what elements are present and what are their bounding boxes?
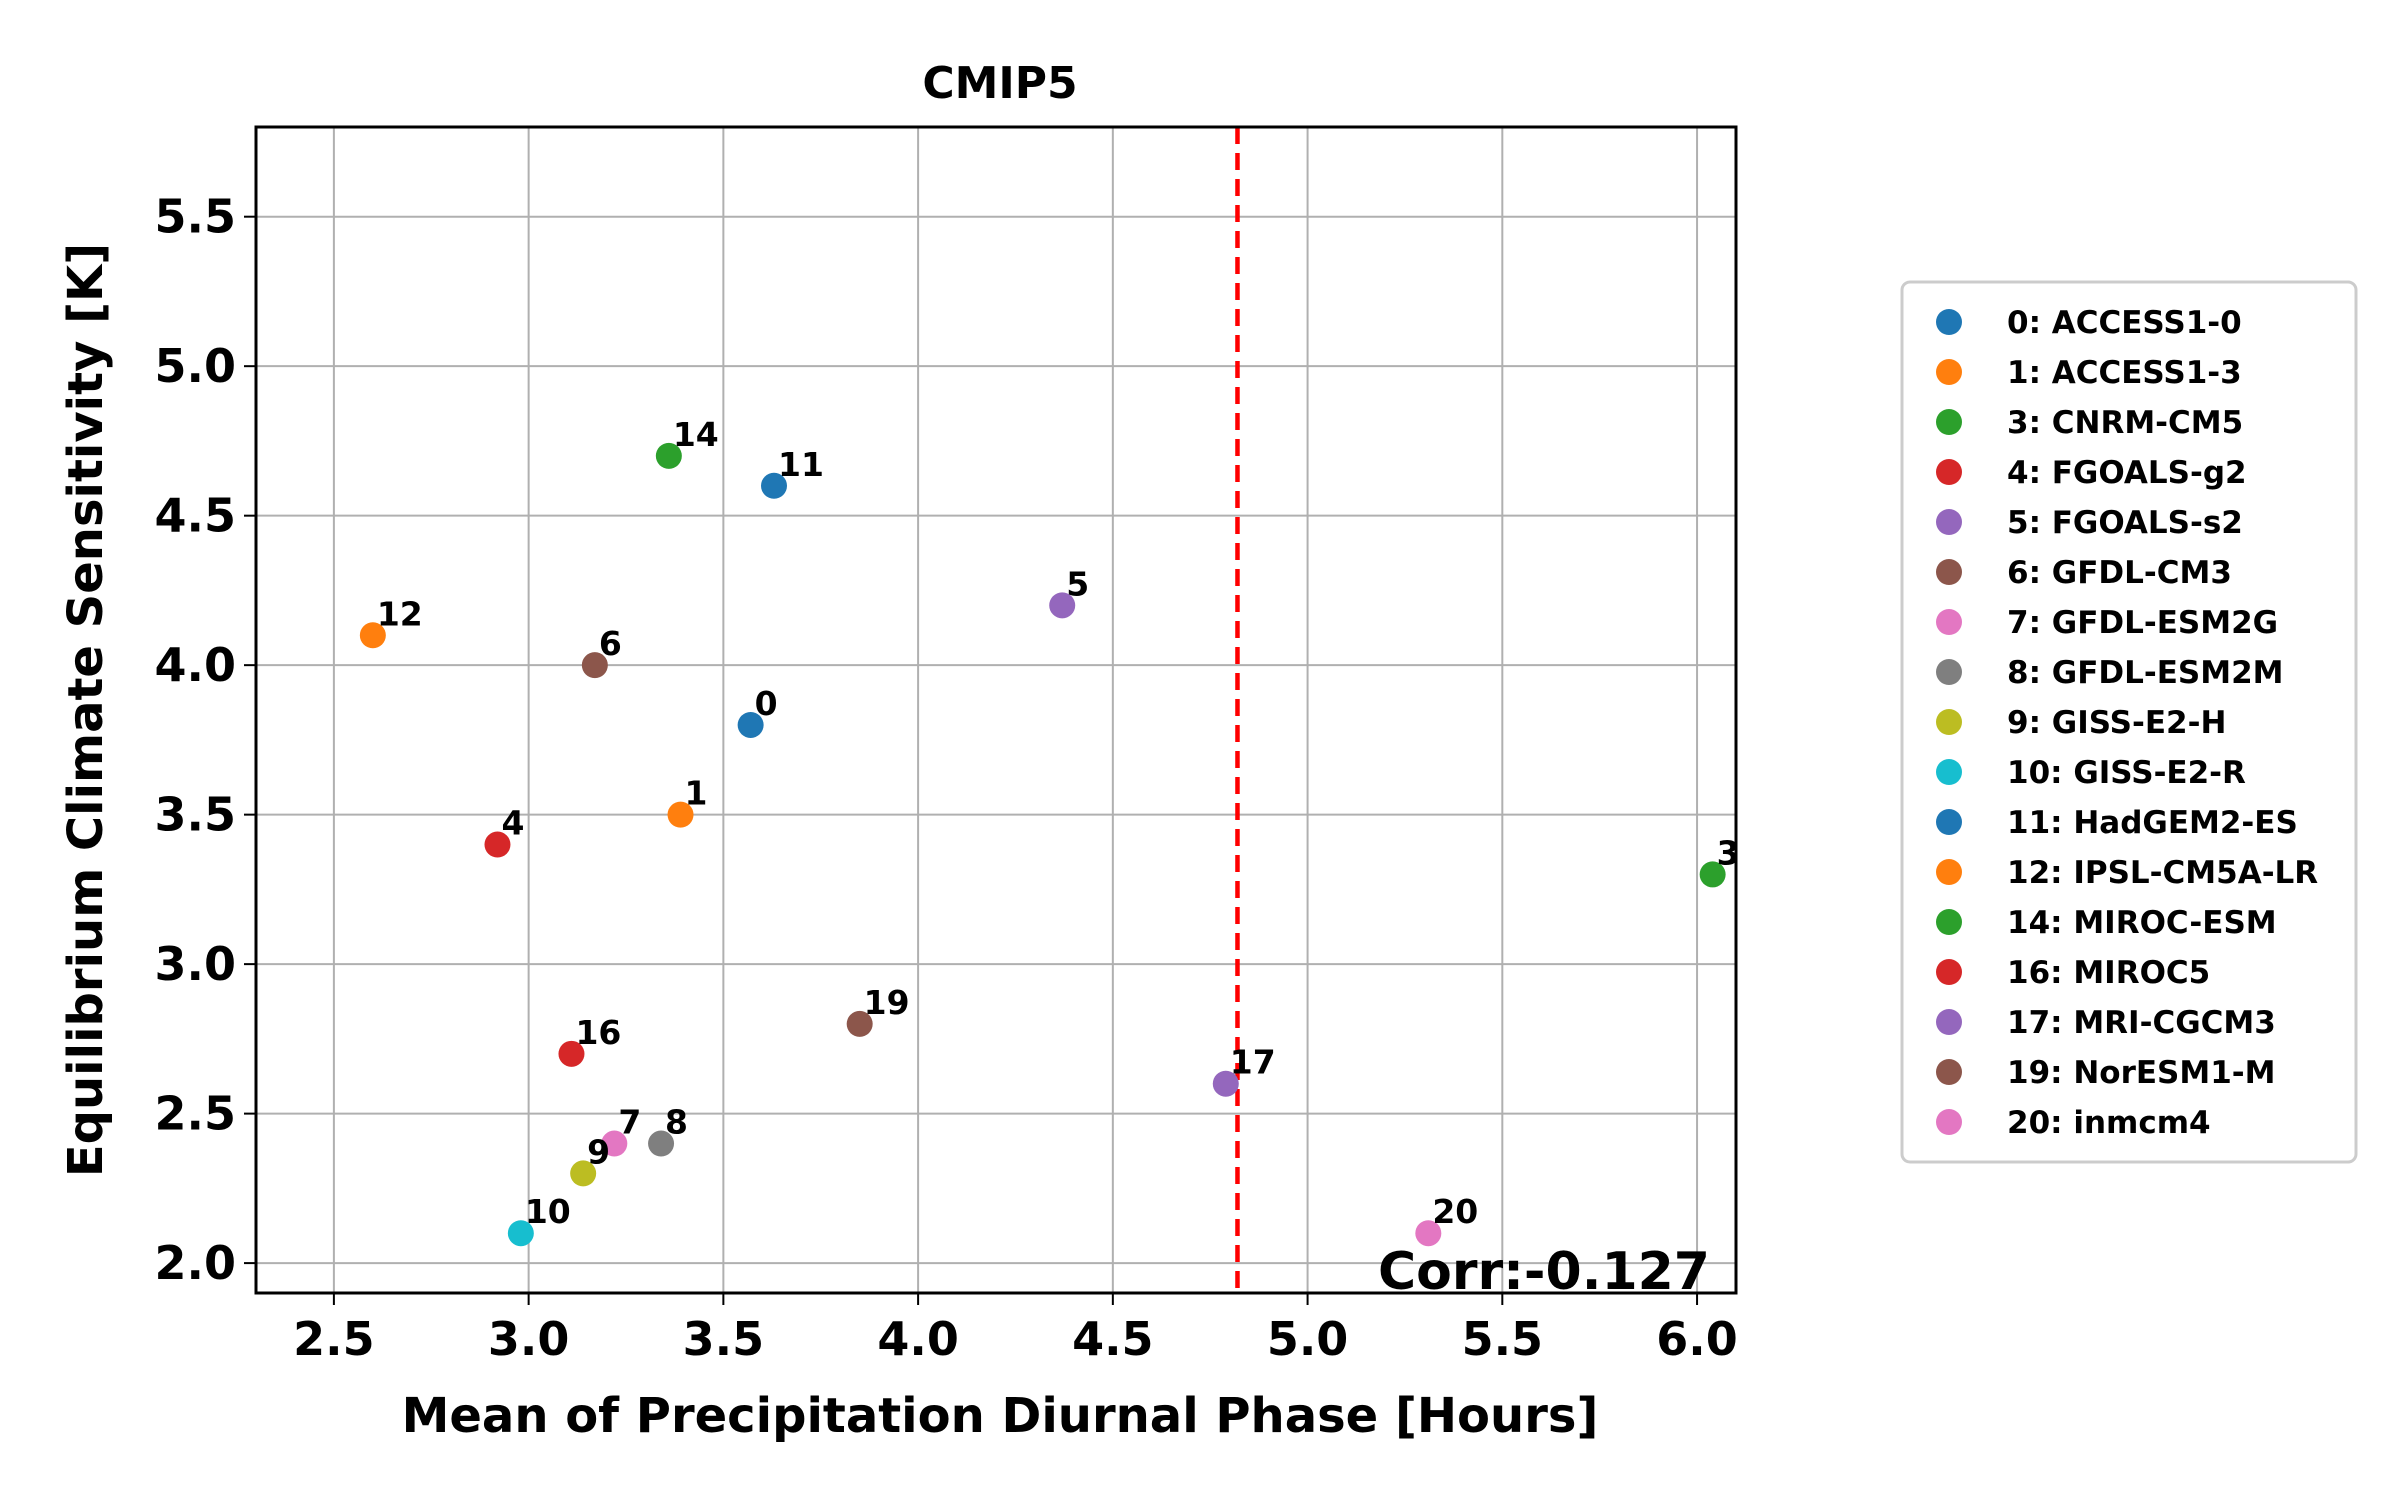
data-point xyxy=(484,831,511,858)
legend-entry: 10: GISS-E2-R xyxy=(2007,755,2246,791)
point-label: 3 xyxy=(1717,833,1740,872)
point-label: 6 xyxy=(599,624,622,663)
legend-marker xyxy=(1936,409,1962,435)
data-point xyxy=(648,1130,675,1157)
y-tick-label: 3.0 xyxy=(155,937,237,991)
x-tick-label: 3.0 xyxy=(488,1312,570,1366)
point-label: 17 xyxy=(1230,1043,1276,1082)
legend-entry: 19: NorESM1-M xyxy=(2007,1055,2276,1091)
data-points: 0 1 3 4 5 6 7 8 9 10 11 12 14 16 17 19 20 xyxy=(359,415,1740,1247)
legend-marker xyxy=(1936,1059,1962,1085)
grid-lines xyxy=(256,127,1736,1293)
legend-marker xyxy=(1936,1009,1962,1035)
data-point xyxy=(359,622,386,649)
point-label: 0 xyxy=(755,684,778,723)
x-tick-label: 6.0 xyxy=(1656,1312,1738,1366)
chart-title: CMIP5 xyxy=(922,58,1077,109)
legend-marker xyxy=(1936,459,1962,485)
legend-entry: 4: FGOALS-g2 xyxy=(2007,455,2247,491)
x-tick-label: 2.5 xyxy=(293,1312,375,1366)
data-point xyxy=(846,1010,873,1037)
legend-entry: 5: FGOALS-s2 xyxy=(2007,505,2243,541)
legend-entry: 0: ACCESS1-0 xyxy=(2007,305,2242,341)
legend-entry: 6: GFDL-CM3 xyxy=(2007,555,2232,591)
point-label: 20 xyxy=(1432,1192,1478,1231)
legend-marker xyxy=(1936,309,1962,335)
point-label: 16 xyxy=(575,1013,621,1052)
legend-marker xyxy=(1936,759,1962,785)
data-point xyxy=(558,1040,585,1067)
data-point xyxy=(667,801,694,828)
legend-marker xyxy=(1936,959,1962,985)
y-tick-label: 5.5 xyxy=(155,190,237,244)
x-tick-label: 4.5 xyxy=(1072,1312,1154,1366)
data-point xyxy=(1699,861,1726,888)
legend-marker xyxy=(1936,559,1962,585)
legend-marker xyxy=(1936,659,1962,685)
point-label: 14 xyxy=(673,415,719,454)
y-tick-label: 2.5 xyxy=(155,1087,237,1141)
data-point xyxy=(601,1130,628,1157)
plot-frame xyxy=(254,125,1738,1295)
data-point xyxy=(655,442,682,469)
legend-entry: 20: inmcm4 xyxy=(2007,1105,2211,1141)
data-point xyxy=(581,652,608,679)
point-label: 5 xyxy=(1066,564,1089,603)
legend-entry: 17: MRI-CGCM3 xyxy=(2007,1005,2276,1041)
point-label: 9 xyxy=(587,1132,610,1171)
legend-entry: 16: MIROC5 xyxy=(2007,955,2210,991)
x-tick-label: 3.5 xyxy=(683,1312,765,1366)
data-point xyxy=(1212,1070,1239,1097)
legend-marker xyxy=(1936,609,1962,635)
y-tick-label: 5.0 xyxy=(155,339,237,393)
point-label: 12 xyxy=(377,594,423,633)
legend-entry: 8: GFDL-ESM2M xyxy=(2007,655,2284,691)
legend-marker xyxy=(1936,809,1962,835)
y-tick-label: 3.5 xyxy=(155,788,237,842)
x-tick-label: 5.0 xyxy=(1267,1312,1349,1366)
legend-entry: 12: IPSL-CM5A-LR xyxy=(2007,855,2318,891)
data-point xyxy=(737,711,764,738)
data-point xyxy=(507,1220,534,1247)
y-tick-label: 4.0 xyxy=(155,638,237,692)
data-point xyxy=(761,472,787,499)
x-tick-label: 5.5 xyxy=(1462,1312,1544,1366)
legend-entry: 14: MIROC-ESM xyxy=(2007,905,2277,941)
data-point xyxy=(1049,592,1076,619)
legend-entry: 3: CNRM-CM5 xyxy=(2007,405,2243,441)
legend-marker xyxy=(1936,359,1962,385)
legend-entry: 11: HadGEM2-ES xyxy=(2007,805,2298,841)
correlation-annotation: Corr:-0.127 xyxy=(1378,1242,1710,1302)
y-axis-ticks: 2.0 2.5 3.0 3.5 4.0 4.5 5.0 5.5 xyxy=(155,190,256,1290)
point-label: 7 xyxy=(618,1103,641,1142)
legend-entry: 9: GISS-E2-H xyxy=(2007,705,2226,741)
point-label: 11 xyxy=(778,445,824,484)
x-axis-label: Mean of Precipitation Diurnal Phase [Hou… xyxy=(402,1388,1599,1444)
legend-frame xyxy=(1900,280,2358,1164)
legend-entry: 1: ACCESS1-3 xyxy=(2007,355,2242,391)
x-tick-label: 4.0 xyxy=(877,1312,959,1366)
point-label: 4 xyxy=(501,804,524,843)
y-axis-label: Equilibrium Climate Sensitivity [K] xyxy=(58,243,114,1177)
point-label: 8 xyxy=(665,1103,688,1142)
legend: 0: ACCESS1-0 1: ACCESS1-3 3: CNRM-CM5 4: FG… xyxy=(1900,280,2358,1164)
point-label: 1 xyxy=(685,774,708,813)
point-label: 10 xyxy=(525,1192,571,1231)
data-point xyxy=(570,1160,597,1187)
legend-marker xyxy=(1936,909,1962,935)
y-tick-label: 4.5 xyxy=(155,489,237,543)
legend-marker xyxy=(1936,1109,1962,1135)
legend-entry: 7: GFDL-ESM2G xyxy=(2007,605,2278,641)
y-tick-label: 2.0 xyxy=(155,1236,237,1290)
legend-marker xyxy=(1936,509,1962,535)
legend-marker xyxy=(1936,859,1962,885)
point-label: 19 xyxy=(864,983,910,1022)
x-axis-ticks: 2.5 3.0 3.5 4.0 4.5 5.0 5.5 6.0 xyxy=(293,1293,1738,1366)
legend-marker xyxy=(1936,709,1962,735)
data-point xyxy=(1415,1220,1442,1247)
